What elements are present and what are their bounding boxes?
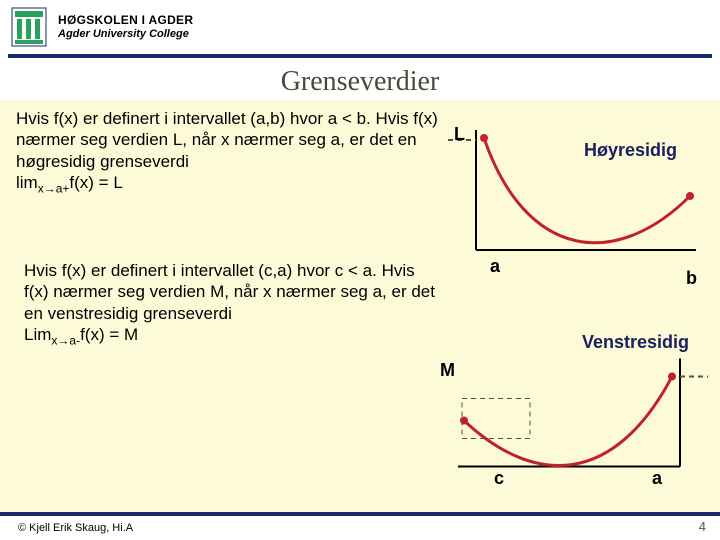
label-L: L [454, 124, 465, 145]
paragraph-left-limit: Hvis f(x) er definert i intervallet (c,a… [24, 260, 439, 348]
page-title: Grenseverdier [0, 66, 720, 98]
c1-start-dot [480, 134, 488, 142]
c2-start-dot [460, 417, 468, 425]
p1-lim-pre: lim [16, 173, 38, 192]
org-block: HØGSKOLEN I AGDER Agder University Colle… [58, 13, 193, 41]
p2-text: Hvis f(x) er definert i intervallet (c,a… [24, 261, 435, 323]
header: HØGSKOLEN I AGDER Agder University Colle… [10, 6, 193, 48]
label-M: M [440, 360, 455, 381]
p1-lim-sub: x→a+ [38, 181, 70, 195]
label-c: c [494, 468, 504, 489]
header-rule [8, 54, 712, 58]
label-hoyresidig: Høyresidig [584, 140, 677, 161]
p2-lim-sub: x→a- [51, 333, 80, 347]
label-a-bottom: a [652, 468, 662, 489]
org-name: HØGSKOLEN I AGDER [58, 13, 193, 27]
c2-dash-box [462, 399, 530, 439]
p1-lim-post: f(x) = L [69, 173, 122, 192]
footer-credit: © Kjell Erik Skaug, Hi.A [18, 522, 133, 534]
p2-lim-pre: Lim [24, 325, 51, 344]
org-subtitle: Agder University College [58, 28, 193, 41]
p2-lim-post: f(x) = M [80, 325, 138, 344]
footer-rule [0, 512, 720, 516]
label-venstresidig: Venstresidig [582, 332, 689, 353]
paragraph-right-limit: Hvis f(x) er definert i intervallet (a,b… [16, 108, 446, 196]
c2-curve [464, 377, 672, 466]
logo-icon [10, 6, 48, 48]
p1-text: Hvis f(x) er definert i intervallet (a,b… [16, 109, 438, 171]
label-a-top: a [490, 256, 500, 277]
slide: HØGSKOLEN I AGDER Agder University Colle… [0, 0, 720, 540]
left-limit-diagram [434, 350, 708, 505]
label-b: b [686, 268, 697, 289]
c2-end-dot [668, 373, 676, 381]
c1-end-dot [686, 192, 694, 200]
page-number: 4 [699, 519, 706, 534]
